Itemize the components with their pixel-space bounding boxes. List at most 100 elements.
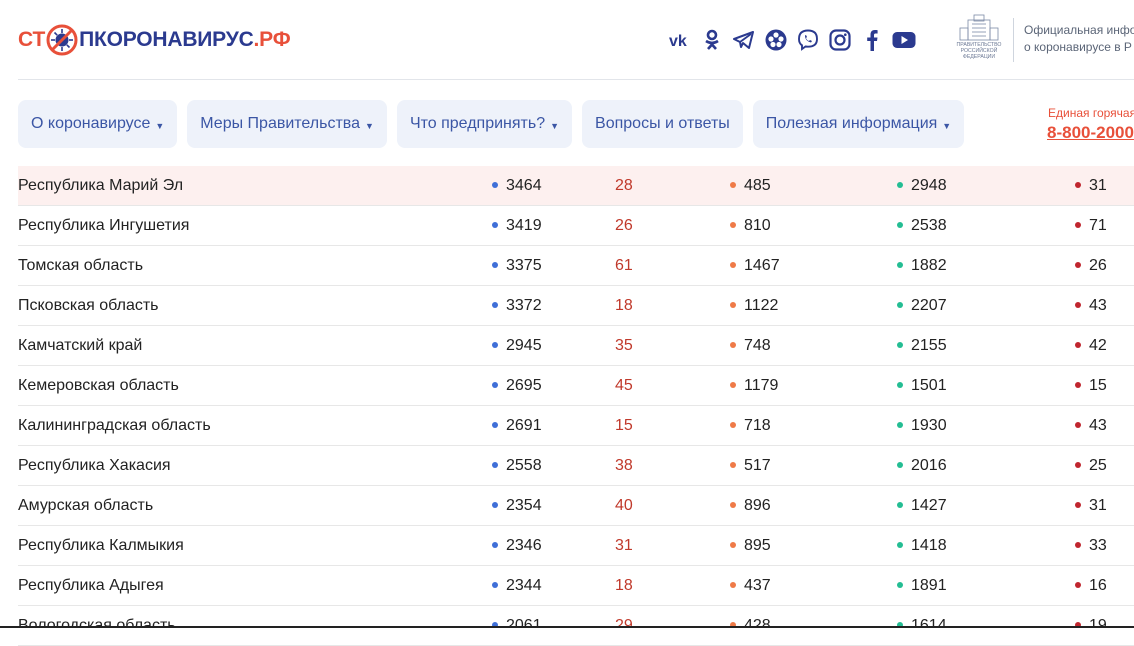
bullet-dot-icon — [897, 221, 903, 228]
table-row[interactable]: Республика Адыгея 2344 18 437 1891 16 — [18, 566, 1134, 606]
nav-item-faq[interactable]: Вопросы и ответы — [582, 100, 743, 148]
total-cases-cell-value: 2344 — [506, 577, 542, 594]
new-cases-cell-value: 40 — [615, 497, 633, 514]
total-cases-cell: 2695 — [492, 366, 542, 405]
total-cases-cell: 2691 — [492, 406, 542, 445]
instagram-icon[interactable] — [824, 26, 856, 54]
bullet-dot-icon — [492, 181, 498, 188]
new-cases-cell-value: 15 — [615, 417, 633, 434]
active-cases-cell: 895 — [730, 526, 771, 565]
new-cases-cell: 18 — [615, 566, 633, 605]
bullet-dot-icon — [730, 341, 736, 348]
telegram-icon[interactable] — [728, 26, 760, 54]
bullet-dot-icon — [1075, 301, 1081, 308]
bullet-dot-icon — [897, 541, 903, 548]
total-cases-cell-value: 3372 — [506, 297, 542, 314]
bottom-border — [0, 626, 1134, 628]
region-name-cell: Республика Ингушетия — [18, 217, 190, 234]
nav-item-what-to-do[interactable]: Что предпринять? ▼ — [396, 100, 573, 148]
recovered-cell: 2207 — [897, 286, 947, 325]
deaths-cell: 26 — [1075, 246, 1107, 285]
active-cases-cell: 896 — [730, 486, 771, 525]
site-logo[interactable]: СТ ПКОРОНАВИРУС .РФ — [18, 22, 291, 58]
hotline-number-link[interactable]: 8-800-2000 — [1047, 123, 1134, 142]
bullet-dot-icon — [730, 301, 736, 308]
active-cases-cell-value: 718 — [744, 417, 771, 434]
nav-item-about-coronavirus[interactable]: О коронавирусе ▼ — [18, 100, 178, 148]
nav-item-label: Меры Правительства — [200, 115, 361, 132]
recovered-cell: 2016 — [897, 446, 947, 485]
chevron-down-icon: ▼ — [155, 121, 165, 131]
bullet-dot-icon — [730, 421, 736, 428]
new-cases-cell: 38 — [615, 446, 633, 485]
new-cases-cell: 45 — [615, 366, 633, 405]
regions-table: Республика Марий Эл 3464 28 485 2948 31 Респуб… — [18, 166, 1134, 646]
bullet-dot-icon — [730, 541, 736, 548]
gov-text-line2: о коронавирусе в Р — [1024, 40, 1132, 54]
region-name-cell: Псковская область — [18, 297, 159, 314]
deaths-cell: 33 — [1075, 526, 1107, 565]
new-cases-cell: 15 — [615, 406, 633, 445]
total-cases-cell: 2354 — [492, 486, 542, 525]
bullet-dot-icon — [492, 261, 498, 268]
bullet-dot-icon — [730, 581, 736, 588]
yandex-zen-icon[interactable] — [760, 26, 792, 54]
bullet-dot-icon — [492, 621, 498, 628]
table-row[interactable]: Томская область 3375 61 1467 1882 26 — [18, 246, 1134, 286]
recovered-cell-value: 1930 — [911, 417, 947, 434]
bottom-cover — [0, 628, 1134, 640]
total-cases-cell: 2344 — [492, 566, 542, 605]
deaths-cell-value: 15 — [1089, 377, 1107, 394]
government-emblem-icon[interactable]: ПРАВИТЕЛЬСТВО РОССИЙСКОЙ ФЕДЕРАЦИИ — [952, 12, 1006, 64]
youtube-icon[interactable] — [888, 26, 920, 54]
table-row[interactable]: Республика Ингушетия 3419 26 810 2538 71 — [18, 206, 1134, 246]
recovered-cell: 2538 — [897, 206, 947, 245]
new-cases-cell: 61 — [615, 246, 633, 285]
facebook-icon[interactable] — [856, 26, 888, 54]
recovered-cell-value: 1891 — [911, 577, 947, 594]
total-cases-cell-value: 3375 — [506, 257, 542, 274]
region-name-cell: Республика Адыгея — [18, 577, 164, 594]
nav-item-label: Вопросы и ответы — [595, 115, 730, 132]
bullet-dot-icon — [1075, 261, 1081, 268]
nav-item-label: Что предпринять? — [409, 115, 546, 132]
deaths-cell: 42 — [1075, 326, 1107, 365]
table-row[interactable]: Калининградская область 2691 15 718 1930 43 — [18, 406, 1134, 446]
table-row[interactable]: Псковская область 3372 18 1122 2207 43 — [18, 286, 1134, 326]
active-cases-cell: 517 — [730, 446, 771, 485]
bullet-dot-icon — [730, 181, 736, 188]
nav-item-government-measures[interactable]: Меры Правительства ▼ — [187, 100, 387, 148]
viber-icon[interactable] — [792, 26, 824, 54]
bullet-dot-icon — [492, 341, 498, 348]
table-row[interactable]: Амурская область 2354 40 896 1427 31 — [18, 486, 1134, 526]
bullet-dot-icon — [492, 381, 498, 388]
recovered-cell-value: 1882 — [911, 257, 947, 274]
vk-icon[interactable]: vk — [664, 26, 696, 54]
deaths-cell: 31 — [1075, 486, 1107, 525]
bullet-dot-icon — [730, 621, 736, 628]
region-name-cell: Республика Марий Эл — [18, 177, 184, 194]
bullet-dot-icon — [730, 221, 736, 228]
gov-divider — [1013, 18, 1014, 62]
bullet-dot-icon — [730, 501, 736, 508]
table-row[interactable]: Камчатский край 2945 35 748 2155 42 — [18, 326, 1134, 366]
table-row[interactable]: Республика Марий Эл 3464 28 485 2948 31 — [18, 166, 1134, 206]
nav-item-useful-info[interactable]: Полезная информация ▼ — [752, 100, 965, 148]
deaths-cell-value: 31 — [1089, 497, 1107, 514]
odnoklassniki-icon[interactable] — [696, 26, 728, 54]
recovered-cell-value: 2016 — [911, 457, 947, 474]
bullet-dot-icon — [897, 501, 903, 508]
table-row[interactable]: Кемеровская область 2695 45 1179 1501 15 — [18, 366, 1134, 406]
region-name-cell: Кемеровская область — [18, 377, 179, 394]
bullet-dot-icon — [1075, 421, 1081, 428]
active-cases-cell: 1122 — [730, 286, 778, 325]
table-row[interactable]: Республика Хакасия 2558 38 517 2016 25 — [18, 446, 1134, 486]
new-cases-cell-value: 28 — [615, 177, 633, 194]
recovered-cell: 1891 — [897, 566, 947, 605]
total-cases-cell: 2558 — [492, 446, 542, 485]
gov-official-info-link[interactable]: Официальная инфо о коронавирусе в Р — [1024, 22, 1134, 56]
deaths-cell-value: 71 — [1089, 217, 1107, 234]
region-name-cell: Калининградская область — [18, 417, 211, 434]
new-cases-cell-value: 26 — [615, 217, 633, 234]
table-row[interactable]: Республика Калмыкия 2346 31 895 1418 33 — [18, 526, 1134, 566]
